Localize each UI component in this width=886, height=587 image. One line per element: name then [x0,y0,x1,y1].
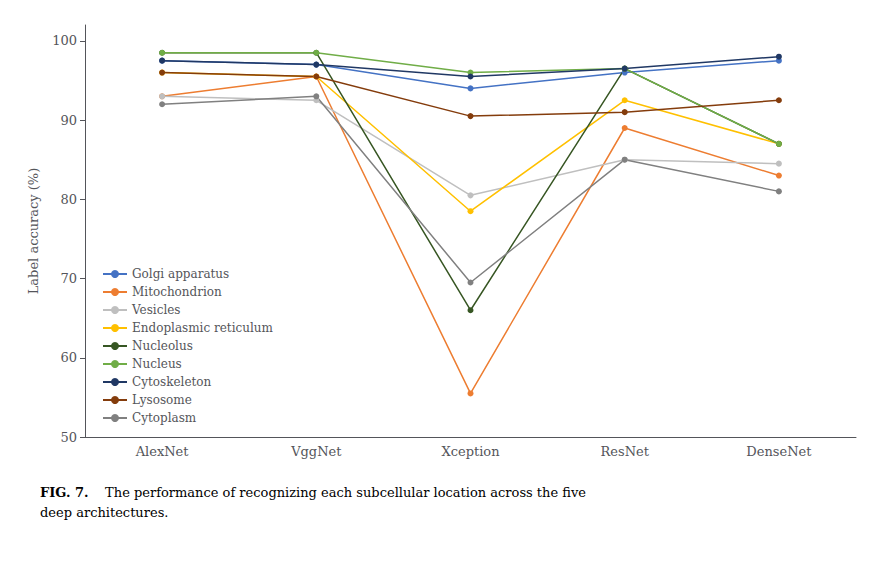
svg-text:FIG. 7.: FIG. 7. [40,485,89,500]
svg-text:Vesicles: Vesicles [131,303,180,317]
svg-text:Nucleus: Nucleus [132,357,182,371]
svg-text:100: 100 [52,33,77,48]
svg-text:60: 60 [60,350,77,365]
svg-text:70: 70 [60,271,77,286]
svg-text:Nucleolus: Nucleolus [132,339,193,353]
svg-text:Cytoplasm: Cytoplasm [132,411,197,425]
svg-text:deep architectures.: deep architectures. [40,505,168,520]
svg-text:Endoplasmic reticulum: Endoplasmic reticulum [132,321,273,335]
svg-text:50: 50 [60,430,77,445]
svg-text:Golgi apparatus: Golgi apparatus [132,267,229,281]
svg-text:AlexNet: AlexNet [135,444,190,459]
svg-text:VggNet: VggNet [290,444,342,459]
svg-text:The performance of recognizing: The performance of recognizing each subc… [89,485,587,500]
svg-text:ResNet: ResNet [600,444,649,459]
svg-text:Mitochondrion: Mitochondrion [132,285,222,299]
svg-text:DenseNet: DenseNet [746,444,812,459]
svg-text:Label accuracy (%): Label accuracy (%) [26,168,41,295]
svg-text:Xception: Xception [441,444,500,459]
svg-text:Lysosome: Lysosome [132,393,192,407]
svg-text:80: 80 [60,192,77,207]
svg-text:Cytoskeleton: Cytoskeleton [132,375,212,389]
svg-text:90: 90 [60,113,77,128]
